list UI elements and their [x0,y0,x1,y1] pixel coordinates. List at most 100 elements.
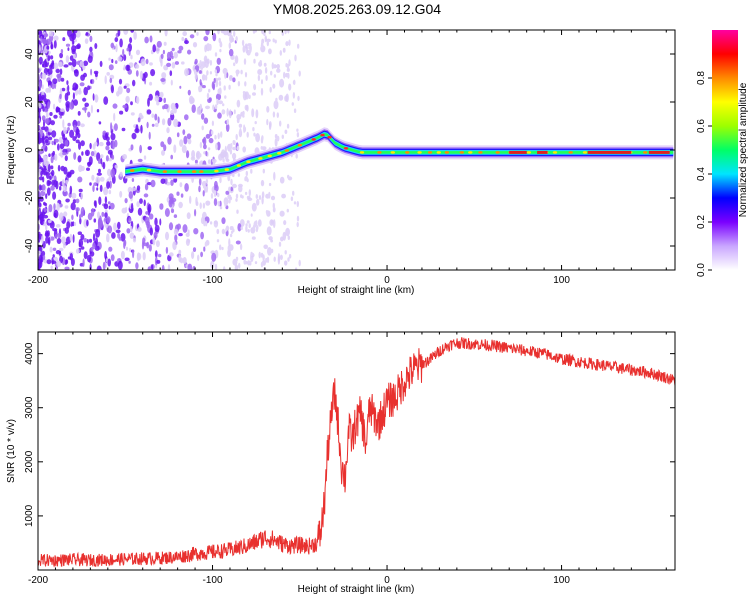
spectrogram-noise-blob [241,195,244,199]
spectrogram-noise-blob [38,154,42,163]
spectrogram-noise-blob [38,234,41,243]
spectrogram-noise-blob [213,220,218,224]
spectrogram-noise-blob [268,191,271,199]
spectrogram-noise-blob [38,190,41,198]
spectrogram-noise-blob [71,192,77,199]
spectrogram-ridge-core [125,132,674,173]
spectrogram-noise-blob [54,138,59,143]
spectrogram-noise-blob [106,233,110,243]
spectrogram-noise-blob [266,39,269,47]
spectrogram-noise-blob [122,154,127,160]
spectrogram-noise-blob [67,172,72,177]
spectrogram-noise-blob [46,38,51,45]
spectrogram-noise-blob [243,58,247,65]
spectrogram-noise-blob [194,69,197,76]
spectrogram-noise-blob [209,59,213,66]
spectrogram-noise-blob [119,110,124,115]
spectrogram-noise-blob [66,80,69,85]
spectrogram-noise-blob [298,259,301,267]
spectrogram-noise-blob [287,30,290,34]
spectrogram-noise-blob [117,56,123,62]
spectrogram-noise-blob [59,115,63,119]
spectrogram-noise-blob [174,61,179,65]
spectrogram-noise-blob [43,157,48,167]
spectrogram-noise-blob [38,117,41,123]
spectrogram-noise-blob [125,64,131,72]
spectrogram-noise-blob [119,190,123,198]
spectrogram-noise-blob [103,186,109,196]
spectrogram-noise-blob [109,202,115,210]
spectrogram-noise-blob [40,36,43,44]
snr-y-label: SNR (10 * v/v) [6,419,17,483]
spectrogram-noise-blob [281,193,286,199]
spectrogram-noise-blob [272,83,276,89]
spectrogram-noise-blob [296,132,300,138]
spectrogram-noise-blob [214,69,217,74]
spectrogram-noise-blob [172,241,177,251]
spectrogram-noise-blob [59,108,65,113]
spectrogram-noise-blob [197,254,200,262]
spectrogram-noise-blob [72,53,76,60]
spectrogram-noise-blob [106,181,111,189]
spectrogram-noise-blob [151,264,154,270]
spectrogram-noise-blob [169,50,173,58]
spectrogram-peak [468,151,473,154]
spectrogram-peak [359,151,365,154]
spectrogram-noise-blob [130,144,134,151]
spectrogram-noise-blob [168,252,174,257]
spectrogram-peak [459,151,464,154]
spectrogram-noise-blob [38,131,41,140]
spectrogram-noise-blob [100,154,104,159]
spectrogram-noise-blob [270,220,274,224]
spectrogram-noise-blob [52,150,55,156]
spectrogram-noise-blob [221,217,226,225]
spectrogram-noise-blob [73,124,77,132]
spectrogram-noise-blob [92,93,95,101]
spectrogram-noise-blob [286,67,290,72]
spectrogram-noise-blob [244,43,248,49]
spectrogram-noise-blob [119,171,123,177]
spectrogram-noise-blob [120,250,125,260]
spectrogram-noise-blob [91,174,95,181]
spectrogram-noise-blob [67,30,72,37]
spectrogram-noise-blob [288,83,292,91]
spectrogram-noise-blob [137,117,141,123]
spectrogram-noise-blob [69,129,75,138]
spectrogram-noise-blob [176,191,180,196]
spectrogram-noise-blob [248,46,251,50]
spectrogram-noise-blob [221,228,226,235]
spectrogram-noise-blob [60,49,64,54]
spectrogram-noise-blob [246,104,249,112]
spectrogram-noise-blob [211,130,214,135]
spectrogram-noise-blob [60,77,65,82]
spectrogram-noise-blob [108,157,112,162]
spectrogram-noise-blob [57,232,62,239]
spectrogram-noise-blob [136,185,141,191]
spectrogram-noise-blob [96,265,102,270]
spectrogram-peak [297,143,302,147]
spectrogram-noise-blob [105,258,108,263]
spectrogram-noise-blob [53,40,57,49]
spectrogram-noise-blob [213,78,216,83]
spectrogram-noise-blob [115,229,121,234]
spectrogram-noise-blob [120,233,126,242]
spectrogram-noise-blob [204,241,208,247]
spectrogram-noise-blob [87,55,93,63]
spectrogram-noise-blob [235,36,238,42]
spectrogram-noise-blob [224,71,227,79]
spectrogram-noise-blob [246,131,249,138]
spectrogram-noise-blob [174,234,178,242]
spectrogram-noise-blob [208,88,211,93]
spectrogram-noise-blob [106,141,111,146]
snr-x-tick-label: -200 [28,575,48,586]
spectrogram-noise-blob [238,262,241,269]
spectrogram-noise-blob [50,185,55,191]
spectrogram-noise-blob [123,54,127,61]
spectrogram-noise-blob [38,93,42,101]
spectrogram-noise-blob [258,195,262,200]
spectrogram-noise-blob [121,127,126,132]
spectrogram-noise-blob [110,254,115,262]
spectrogram-noise-blob [257,74,261,82]
spectrogram-noise-blob [219,200,222,207]
